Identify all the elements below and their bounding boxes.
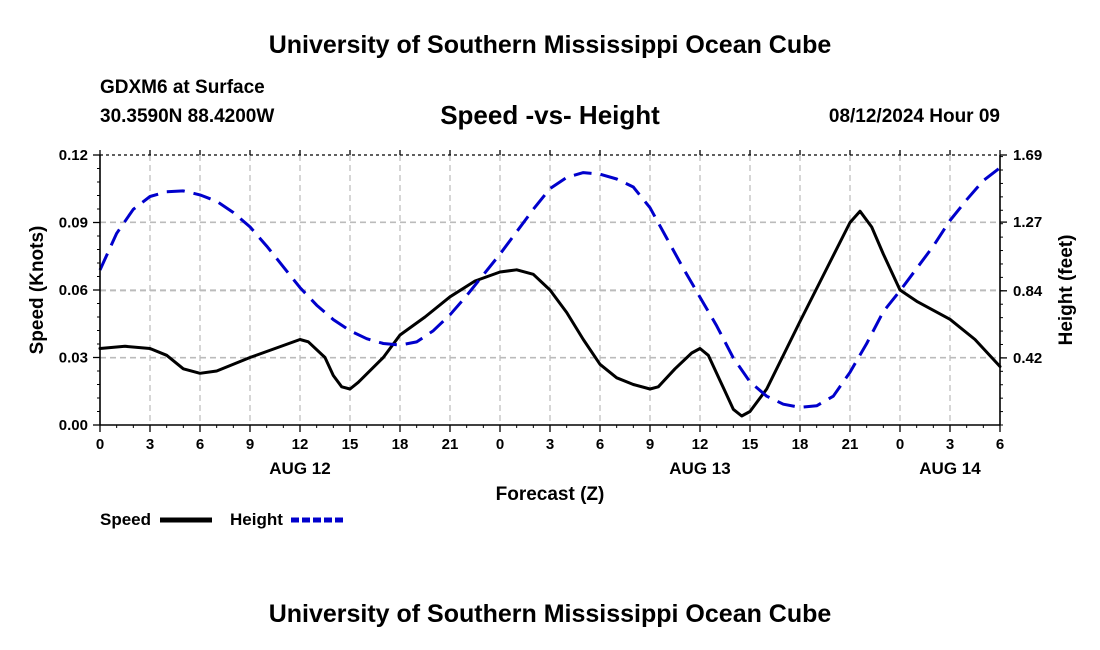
y-left-tick-label: 0.09 — [59, 215, 88, 232]
x-tick-label: 21 — [842, 436, 859, 453]
y-left-tick-label: 0.06 — [59, 282, 88, 299]
station-label: GDXM6 at Surface — [100, 77, 265, 98]
main-title: University of Southern Mississippi Ocean… — [268, 31, 832, 59]
x-axis-title: Forecast (Z) — [496, 484, 605, 505]
legend-height-label: Height — [230, 510, 283, 529]
date-label: AUG 13 — [669, 459, 730, 478]
grid-layer — [100, 155, 1000, 425]
y-axis-right-title: Height (feet) — [1056, 235, 1077, 346]
x-tick-label: 6 — [996, 436, 1004, 453]
legend-speed-label: Speed — [100, 510, 151, 529]
x-tick-label: 12 — [292, 436, 309, 453]
x-tick-label: 15 — [742, 436, 759, 453]
x-tick-label: 0 — [896, 436, 904, 453]
x-tick-label: 0 — [496, 436, 504, 453]
forecast-datetime: 08/12/2024 Hour 09 — [828, 106, 1000, 127]
labels-layer: Forecast (Z) Speed (Knots) Height (feet) — [27, 226, 1077, 505]
y-right-tick-label: 1.27 — [1013, 214, 1042, 231]
x-tick-label: 6 — [196, 436, 204, 453]
x-tick-label: 18 — [392, 436, 409, 453]
x-tick-label: 9 — [646, 436, 654, 453]
date-label: AUG 12 — [269, 459, 330, 478]
height-series-line — [98, 166, 1001, 409]
y-right-tick-label: 0.84 — [1013, 283, 1043, 300]
date-label: AUG 14 — [919, 459, 981, 478]
y-axis-left-title: Speed (Knots) — [27, 226, 48, 355]
y-left-tick-label: 0.12 — [59, 147, 88, 164]
x-tick-label: 18 — [792, 436, 809, 453]
x-tick-label: 3 — [146, 436, 154, 453]
series-layer — [98, 166, 1002, 418]
axes-layer: 0 3 6 9 12 15 18 21 0 3 6 9 12 15 18 21 0 3 6 AUG 12 AUG 13 A… — [59, 147, 1043, 478]
x-tick-label: 9 — [246, 436, 254, 453]
x-tick-label: 6 — [596, 436, 604, 453]
chart-subtitle: Speed -vs- Height — [440, 100, 660, 130]
x-tick-label: 15 — [342, 436, 359, 453]
speed-series-line — [98, 209, 1002, 418]
y-left-tick-label: 0.03 — [59, 350, 88, 367]
x-tick-label: 3 — [546, 436, 554, 453]
x-tick-label: 0 — [96, 436, 104, 453]
legend: Speed Height — [100, 510, 343, 529]
x-tick-label: 21 — [442, 436, 459, 453]
x-tick-label: 12 — [692, 436, 709, 453]
x-tick-label: 3 — [946, 436, 954, 453]
y-right-tick-label: 1.69 — [1013, 147, 1042, 164]
footer-title: University of Southern Mississippi Ocean… — [268, 600, 832, 628]
coordinates-label: 30.3590N 88.4200W — [100, 106, 275, 127]
y-left-tick-label: 0.00 — [59, 417, 88, 434]
y-right-tick-label: 0.42 — [1013, 350, 1042, 367]
